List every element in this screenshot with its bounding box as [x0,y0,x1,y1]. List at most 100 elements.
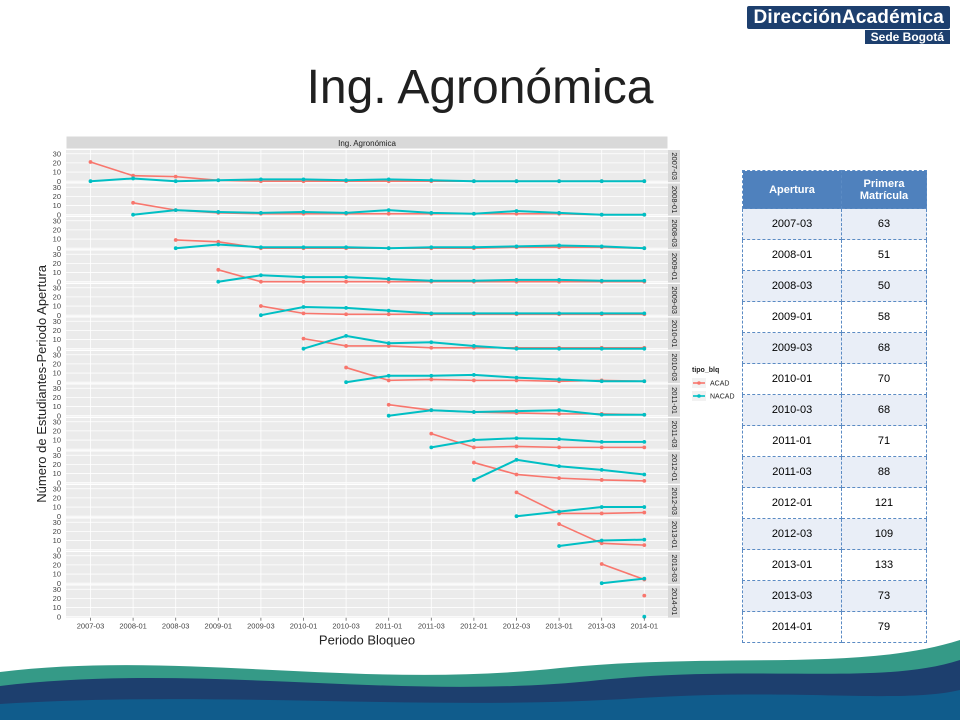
apertura-cell: 2010-01 [742,363,842,395]
data-point-acad [131,173,136,178]
apertura-cell: 2013-01 [742,549,842,581]
data-point-nacad [386,308,391,313]
data-point-nacad [301,177,306,182]
data-point-acad [599,562,604,566]
y-tick-label: 30 [53,417,61,426]
data-point-nacad [88,179,93,184]
facet-strip [668,250,680,283]
data-point-nacad [642,278,647,283]
table-header-1: Primera Matrícula [841,170,927,209]
data-point-nacad [173,179,178,184]
apertura-cell: 2012-03 [742,518,842,550]
table-row: 2011-01 71 [742,425,927,457]
apertura-cell: 2009-03 [742,332,842,364]
table-row: 2013-03 73 [742,580,927,612]
data-point-acad [642,445,647,450]
data-point-nacad [557,408,561,413]
data-point-nacad [642,439,647,444]
y-tick-label: 30 [53,484,61,493]
y-tick-label: 30 [53,518,61,527]
y-tick-label: 20 [53,426,61,435]
primera-matricula-cell: 88 [841,456,927,488]
data-point-nacad [514,375,519,380]
apertura-cell: 2010-03 [742,394,842,426]
data-point-nacad [642,472,647,477]
data-point-acad [216,239,221,244]
enrollment-table: Apertura Primera Matrícula 2007-03 63 2008-… [742,170,927,643]
data-point-nacad [514,346,519,351]
legend-label: ACAD [710,381,729,388]
x-tick-label: 2011-01 [375,622,402,631]
data-point-acad [344,312,348,317]
y-tick-label: 0 [57,177,61,186]
facet-strip [668,418,680,451]
data-point-nacad [429,373,434,378]
apertura-cell: 2007-03 [742,208,842,240]
y-tick-label: 20 [53,359,61,368]
panel-background [66,585,668,618]
data-point-nacad [429,340,434,345]
facet-strip [668,183,680,216]
data-point-acad [599,541,604,546]
data-point-acad [514,490,519,495]
table-row: 2007-03 63 [742,208,927,240]
data-point-acad [557,411,561,416]
y-tick-label: 20 [53,326,61,335]
primera-matricula-cell: 58 [841,301,927,333]
y-tick-label: 30 [53,551,61,560]
facet-strip [668,451,680,484]
y-tick-label: 20 [53,527,61,536]
y-tick-label: 20 [53,393,61,402]
y-tick-label: 0 [57,411,61,420]
data-point-nacad [557,377,561,382]
facet-label: 2012-03 [670,487,679,515]
facet-strip [668,217,680,250]
data-point-nacad [642,614,647,619]
data-point-nacad [259,210,263,215]
data-point-acad [599,445,604,450]
data-point-nacad [386,373,391,378]
primera-matricula-cell: 63 [841,208,927,240]
table-row: 2013-01 133 [742,549,927,581]
panel-background [66,217,668,250]
legend-point-nacad [697,394,701,398]
primera-matricula-cell: 68 [841,394,927,426]
x-tick-label: 2008-01 [119,622,147,631]
data-point-acad [259,279,263,284]
data-point-acad [599,478,604,482]
data-point-acad [301,336,306,341]
data-point-nacad [599,244,604,249]
facet-label: 2007-03 [670,152,679,180]
brand-name: DirecciónAcadémica [747,6,950,29]
data-point-nacad [301,245,306,250]
apertura-cell: 2011-03 [742,456,842,488]
data-point-nacad [599,505,604,509]
data-point-acad [472,445,476,450]
y-tick-label: 0 [57,579,61,588]
facet-strip [668,284,680,317]
data-point-nacad [642,412,647,417]
facet-strip [668,150,680,183]
data-point-acad [642,510,647,515]
y-tick-label: 20 [53,192,61,201]
data-point-nacad [599,439,604,444]
data-point-acad [514,444,519,449]
primera-matricula-cell: 68 [841,332,927,364]
y-tick-label: 10 [53,402,61,411]
data-point-acad [429,377,434,382]
table-header-0: Apertura [742,170,842,209]
data-point-nacad [514,436,519,441]
data-point-nacad [514,409,519,414]
data-point-acad [173,174,178,179]
data-table: Apertura Primera Matrícula 2007-03 63 2008-… [742,170,927,643]
facet-header-strip [65,135,669,150]
data-point-nacad [386,208,391,213]
y-tick-label: 10 [53,302,61,311]
data-point-nacad [642,179,647,184]
data-point-nacad [472,211,476,216]
y-tick-label: 0 [57,445,61,454]
data-point-nacad [301,346,306,351]
data-point-nacad [642,505,647,509]
data-point-acad [514,378,519,383]
data-point-nacad [259,273,263,278]
